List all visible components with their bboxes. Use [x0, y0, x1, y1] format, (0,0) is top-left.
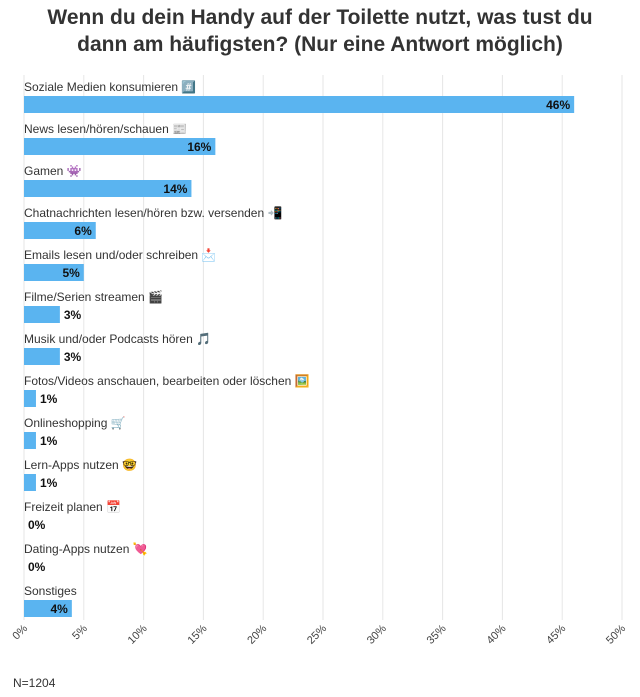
- bar: [24, 138, 216, 155]
- bar: [24, 432, 36, 449]
- x-tick-label: 45%: [544, 622, 568, 646]
- bar: [24, 348, 60, 365]
- category-label: Emails lesen und/oder schreiben 📩: [24, 248, 216, 262]
- category-label: Freizeit planen 📅: [24, 500, 121, 514]
- value-label: 3%: [64, 350, 82, 364]
- sample-size-note: N=1204: [13, 676, 56, 690]
- value-label: 0%: [28, 518, 46, 532]
- value-label: 3%: [64, 308, 82, 322]
- bar: [24, 390, 36, 407]
- bars: Soziale Medien konsumieren #️⃣ 46% News le…: [24, 80, 575, 617]
- category-label: Onlineshopping 🛒: [24, 416, 126, 430]
- category-label: News lesen/hören/schauen 📰: [24, 122, 187, 136]
- category-label: Musik und/oder Podcasts hören 🎵: [24, 332, 211, 346]
- chart-title: Wenn du dein Handy auf der Toilette nutz…: [47, 6, 593, 56]
- x-tick-label: 35%: [425, 622, 449, 646]
- category-label: Gamen 👾: [24, 164, 82, 178]
- value-label: 6%: [74, 224, 92, 238]
- category-label: Soziale Medien konsumieren #️⃣: [24, 80, 196, 94]
- value-label: 0%: [28, 560, 46, 574]
- category-label: Sonstiges: [24, 584, 77, 598]
- category-label: Dating-Apps nutzen 💘: [24, 542, 148, 556]
- category-label: Lern-Apps nutzen 🤓: [24, 458, 137, 472]
- value-label: 1%: [40, 476, 58, 490]
- bar: [24, 264, 84, 281]
- bar: [24, 306, 60, 323]
- category-label: Chatnachrichten lesen/hören bzw. versend…: [24, 206, 282, 220]
- value-label: 1%: [40, 434, 58, 448]
- bar: [24, 222, 96, 239]
- x-tick-label: 50%: [604, 622, 628, 646]
- bar: [24, 600, 72, 617]
- value-label: 46%: [546, 98, 570, 112]
- value-label: 14%: [163, 182, 187, 196]
- value-label: 5%: [62, 266, 80, 280]
- bar: [24, 96, 575, 113]
- category-label: Fotos/Videos anschauen, bearbeiten oder …: [24, 374, 310, 388]
- x-tick-label: 5%: [70, 622, 90, 642]
- x-tick-label: 20%: [245, 622, 269, 646]
- category-label: Filme/Serien streamen 🎬: [24, 290, 163, 304]
- x-tick-label: 15%: [185, 622, 209, 646]
- gridlines: [23, 75, 623, 620]
- x-tick-label: 10%: [126, 622, 150, 646]
- bar: [24, 474, 36, 491]
- value-label: 4%: [50, 602, 68, 616]
- x-axis-ticks: 0% 5% 10% 15% 20% 25% 30% 35% 40% 45% 50%: [10, 622, 628, 646]
- x-tick-label: 30%: [365, 622, 389, 646]
- value-label: 16%: [187, 140, 211, 154]
- x-tick-label: 25%: [305, 622, 329, 646]
- value-label: 1%: [40, 392, 58, 406]
- x-tick-label: 0%: [10, 622, 30, 642]
- bar-chart: Soziale Medien konsumieren #️⃣ 46% News le…: [10, 75, 628, 647]
- x-tick-label: 40%: [484, 622, 508, 646]
- bar: [24, 180, 192, 197]
